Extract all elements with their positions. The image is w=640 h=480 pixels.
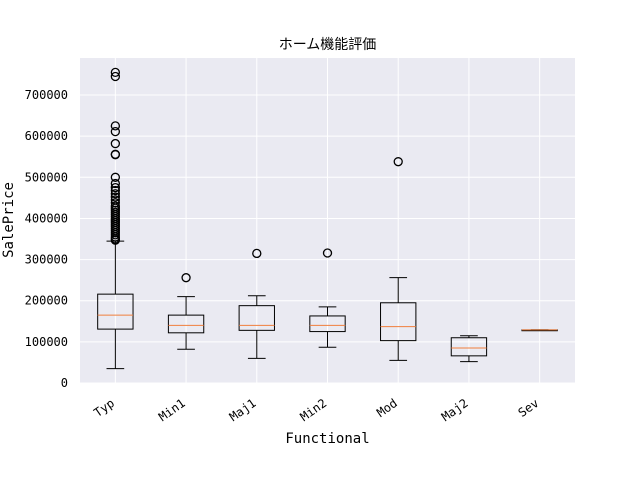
outlier-point: [110, 201, 121, 211]
box-mod: [380, 157, 417, 361]
y-tick-label: 0: [61, 376, 68, 390]
iqr-box: [97, 293, 134, 330]
outlier-point: [110, 172, 121, 182]
outlier-point: [110, 138, 121, 149]
outlier-point: [110, 195, 121, 205]
outlier-point: [110, 192, 121, 202]
iqr-box: [238, 305, 275, 331]
y-tick-label: 600000: [25, 129, 68, 143]
box-maj1: [238, 248, 275, 359]
outlier-point: [181, 273, 191, 283]
x-tick-label: Sev: [516, 396, 542, 420]
iqr-box: [450, 337, 488, 357]
y-axis-ticks: 0 100000 200000 300000 400000 500000 600000 700…: [25, 88, 68, 390]
y-tick-label: 400000: [25, 211, 68, 225]
x-axis-ticks: Typ Min1 Maj1 Min2 Mod Maj2 Sev: [91, 396, 541, 424]
outlier-point: [110, 189, 121, 199]
iqr-box: [309, 315, 346, 333]
x-axis-label: Functional: [285, 431, 369, 447]
x-tick-label: Maj1: [227, 396, 259, 424]
outlier-point: [110, 71, 121, 82]
box-sev: [521, 329, 558, 332]
x-tick-label: Min2: [298, 396, 330, 424]
x-tick-label: Maj2: [439, 396, 471, 424]
box-typ: [97, 67, 134, 370]
outlier-point: [252, 248, 262, 259]
iqr-box: [167, 314, 205, 334]
outlier-point: [322, 248, 333, 258]
outlier-point: [110, 198, 121, 208]
x-tick-label: Mod: [374, 396, 400, 420]
y-tick-label: 100000: [25, 335, 68, 349]
outlier-point: [110, 67, 121, 78]
outlier-point: [110, 121, 121, 131]
outlier-point: [110, 126, 121, 137]
y-tick-label: 200000: [25, 294, 68, 308]
y-tick-label: 300000: [25, 253, 68, 267]
chart-title: ホーム機能評価: [279, 37, 377, 53]
outlier-point: [110, 182, 121, 193]
box-min2: [309, 248, 346, 348]
box-maj2: [450, 335, 488, 363]
outlier-point: [393, 157, 403, 167]
box-min1: [167, 273, 205, 350]
y-tick-label: 500000: [25, 170, 68, 184]
outlier-point: [110, 178, 121, 189]
iqr-box: [380, 302, 417, 342]
outlier-point: [110, 185, 121, 196]
boxes-layer: [97, 67, 558, 370]
y-tick-label: 700000: [25, 88, 68, 102]
outlier-point: [110, 149, 121, 159]
y-axis-label: SalePrice: [1, 182, 17, 258]
x-tick-label: Min1: [156, 396, 188, 424]
x-tick-label: Typ: [91, 396, 117, 420]
